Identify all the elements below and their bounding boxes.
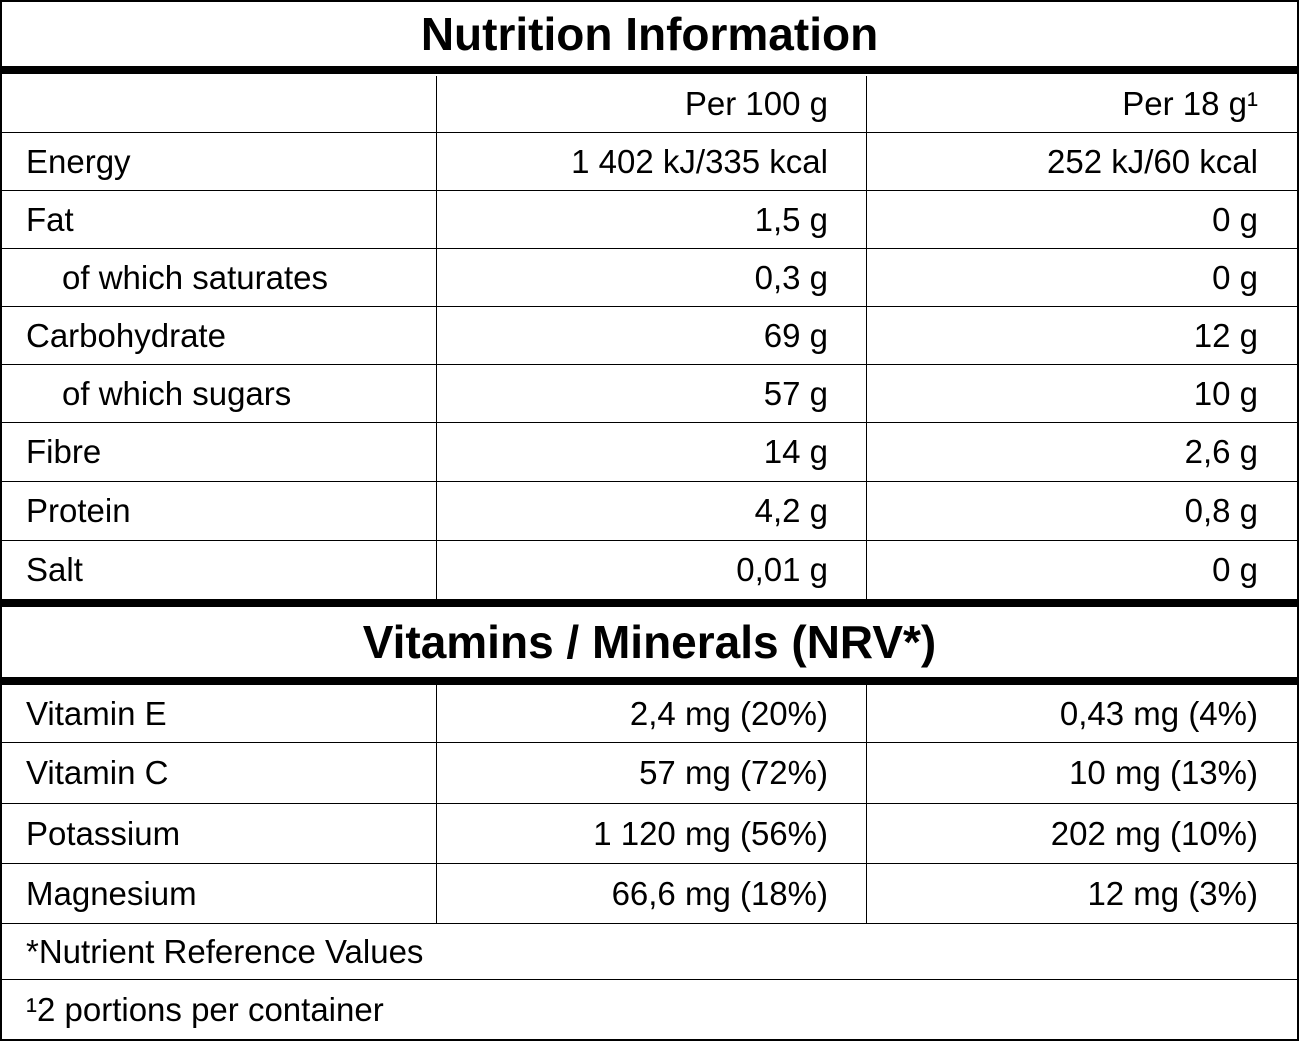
vitamins-divider — [2, 677, 1297, 685]
nutrient-row: Protein 4,2 g 0,8 g — [2, 482, 1297, 540]
footnote-row: *Nutrient Reference Values — [2, 924, 1297, 979]
nutrient-label: Fat — [26, 200, 74, 238]
nutrient-label: Protein — [26, 492, 131, 529]
nutrient-per-100g: 14 g — [763, 433, 828, 470]
vitamin-label: Potassium — [26, 814, 181, 852]
column-header-per-serving: Per 18 g¹ — [1122, 85, 1258, 122]
section-divider — [2, 599, 1297, 607]
row-divider — [2, 248, 1297, 249]
footnote-nrv: *Nutrient Reference Values — [26, 932, 424, 970]
vitamins-title: Vitamins / Minerals (NRV*) — [362, 616, 937, 668]
nutrient-label: Salt — [26, 551, 83, 588]
nutrient-per-100g: 0,01 g — [736, 551, 828, 588]
nutrient-per-100g: 1,5 g — [754, 200, 828, 238]
vitamin-per-100g: 1 120 mg (56%) — [593, 814, 828, 852]
vitamin-label: Magnesium — [26, 874, 197, 912]
column-header-per-100g: Per 100 g — [684, 85, 828, 122]
row-divider — [2, 742, 1297, 743]
nutrient-per-serving: 0 g — [1212, 200, 1258, 238]
column-divider — [436, 76, 437, 599]
nutrient-row: Salt 0,01 g 0 g — [2, 541, 1297, 599]
nutrient-per-serving: 12 g — [1193, 316, 1258, 354]
nutrient-row: of which sugars 57 g 10 g — [2, 365, 1297, 422]
nutrient-row: Fat 1,5 g 0 g — [2, 191, 1297, 248]
row-divider — [2, 923, 1297, 924]
nutrient-per-100g: 4,2 g — [754, 492, 828, 529]
title-divider — [2, 66, 1297, 74]
nutrient-row: of which saturates 0,3 g 0 g — [2, 249, 1297, 306]
row-divider — [2, 979, 1297, 980]
nutrient-label: Fibre — [26, 433, 102, 470]
vitamin-label: Vitamin E — [26, 694, 167, 732]
vitamin-per-serving: 202 mg (10%) — [1050, 814, 1258, 852]
nutrient-row: Fibre 14 g 2,6 g — [2, 423, 1297, 481]
footnote-row: ¹2 portions per container — [2, 980, 1297, 1039]
row-divider — [2, 190, 1297, 191]
row-divider — [2, 364, 1297, 365]
nutrient-per-serving: 0,8 g — [1184, 492, 1258, 529]
nutrient-row: Energy 1 402 kJ/335 kcal 252 kJ/60 kcal — [2, 133, 1297, 190]
nutrient-label: of which saturates — [62, 258, 328, 296]
row-divider — [2, 132, 1297, 133]
row-divider — [2, 422, 1297, 423]
vitamin-per-100g: 57 mg (72%) — [639, 754, 828, 791]
nutrient-per-100g: 1 402 kJ/335 kcal — [571, 142, 828, 180]
column-header-row: Per 100 g Per 18 g¹ — [2, 76, 1297, 132]
nutrient-label: Carbohydrate — [26, 316, 226, 354]
nutrient-per-serving: 10 g — [1193, 374, 1258, 412]
row-divider — [2, 481, 1297, 482]
nutrient-row: Carbohydrate 69 g 12 g — [2, 307, 1297, 364]
nutrient-per-100g: 69 g — [763, 316, 828, 354]
vitamin-row: Potassium 1 120 mg (56%) 202 mg (10%) — [2, 804, 1297, 863]
nutrient-per-serving: 252 kJ/60 kcal — [1047, 142, 1258, 180]
row-divider — [2, 803, 1297, 804]
vitamin-row: Magnesium 66,6 mg (18%) 12 mg (3%) — [2, 864, 1297, 923]
vitamin-per-serving: 12 mg (3%) — [1087, 874, 1258, 912]
nutrient-per-serving: 2,6 g — [1184, 433, 1258, 470]
vitamin-per-serving: 10 mg (13%) — [1069, 754, 1258, 791]
vitamin-per-serving: 0,43 mg (4%) — [1059, 694, 1258, 732]
row-divider — [2, 863, 1297, 864]
column-divider — [866, 76, 867, 599]
table-title: Nutrition Information — [420, 8, 879, 60]
column-divider — [436, 685, 437, 923]
vitamin-label: Vitamin C — [26, 754, 169, 791]
nutrient-per-serving: 0 g — [1212, 551, 1258, 588]
nutrient-per-100g: 57 g — [763, 374, 828, 412]
vitamin-row: Vitamin C 57 mg (72%) 10 mg (13%) — [2, 743, 1297, 803]
vitamin-per-100g: 66,6 mg (18%) — [611, 874, 828, 912]
column-header-label — [26, 76, 426, 132]
vitamin-row: Vitamin E 2,4 mg (20%) 0,43 mg (4%) — [2, 685, 1297, 742]
row-divider — [2, 306, 1297, 307]
vitamin-per-100g: 2,4 mg (20%) — [629, 694, 828, 732]
nutrient-per-serving: 0 g — [1212, 258, 1258, 296]
nutrient-per-100g: 0,3 g — [754, 258, 828, 296]
column-divider — [866, 685, 867, 923]
nutrient-label: of which sugars — [62, 374, 292, 412]
row-divider — [2, 540, 1297, 541]
nutrient-label: Energy — [26, 142, 131, 180]
footnote-portions: ¹2 portions per container — [26, 990, 384, 1028]
